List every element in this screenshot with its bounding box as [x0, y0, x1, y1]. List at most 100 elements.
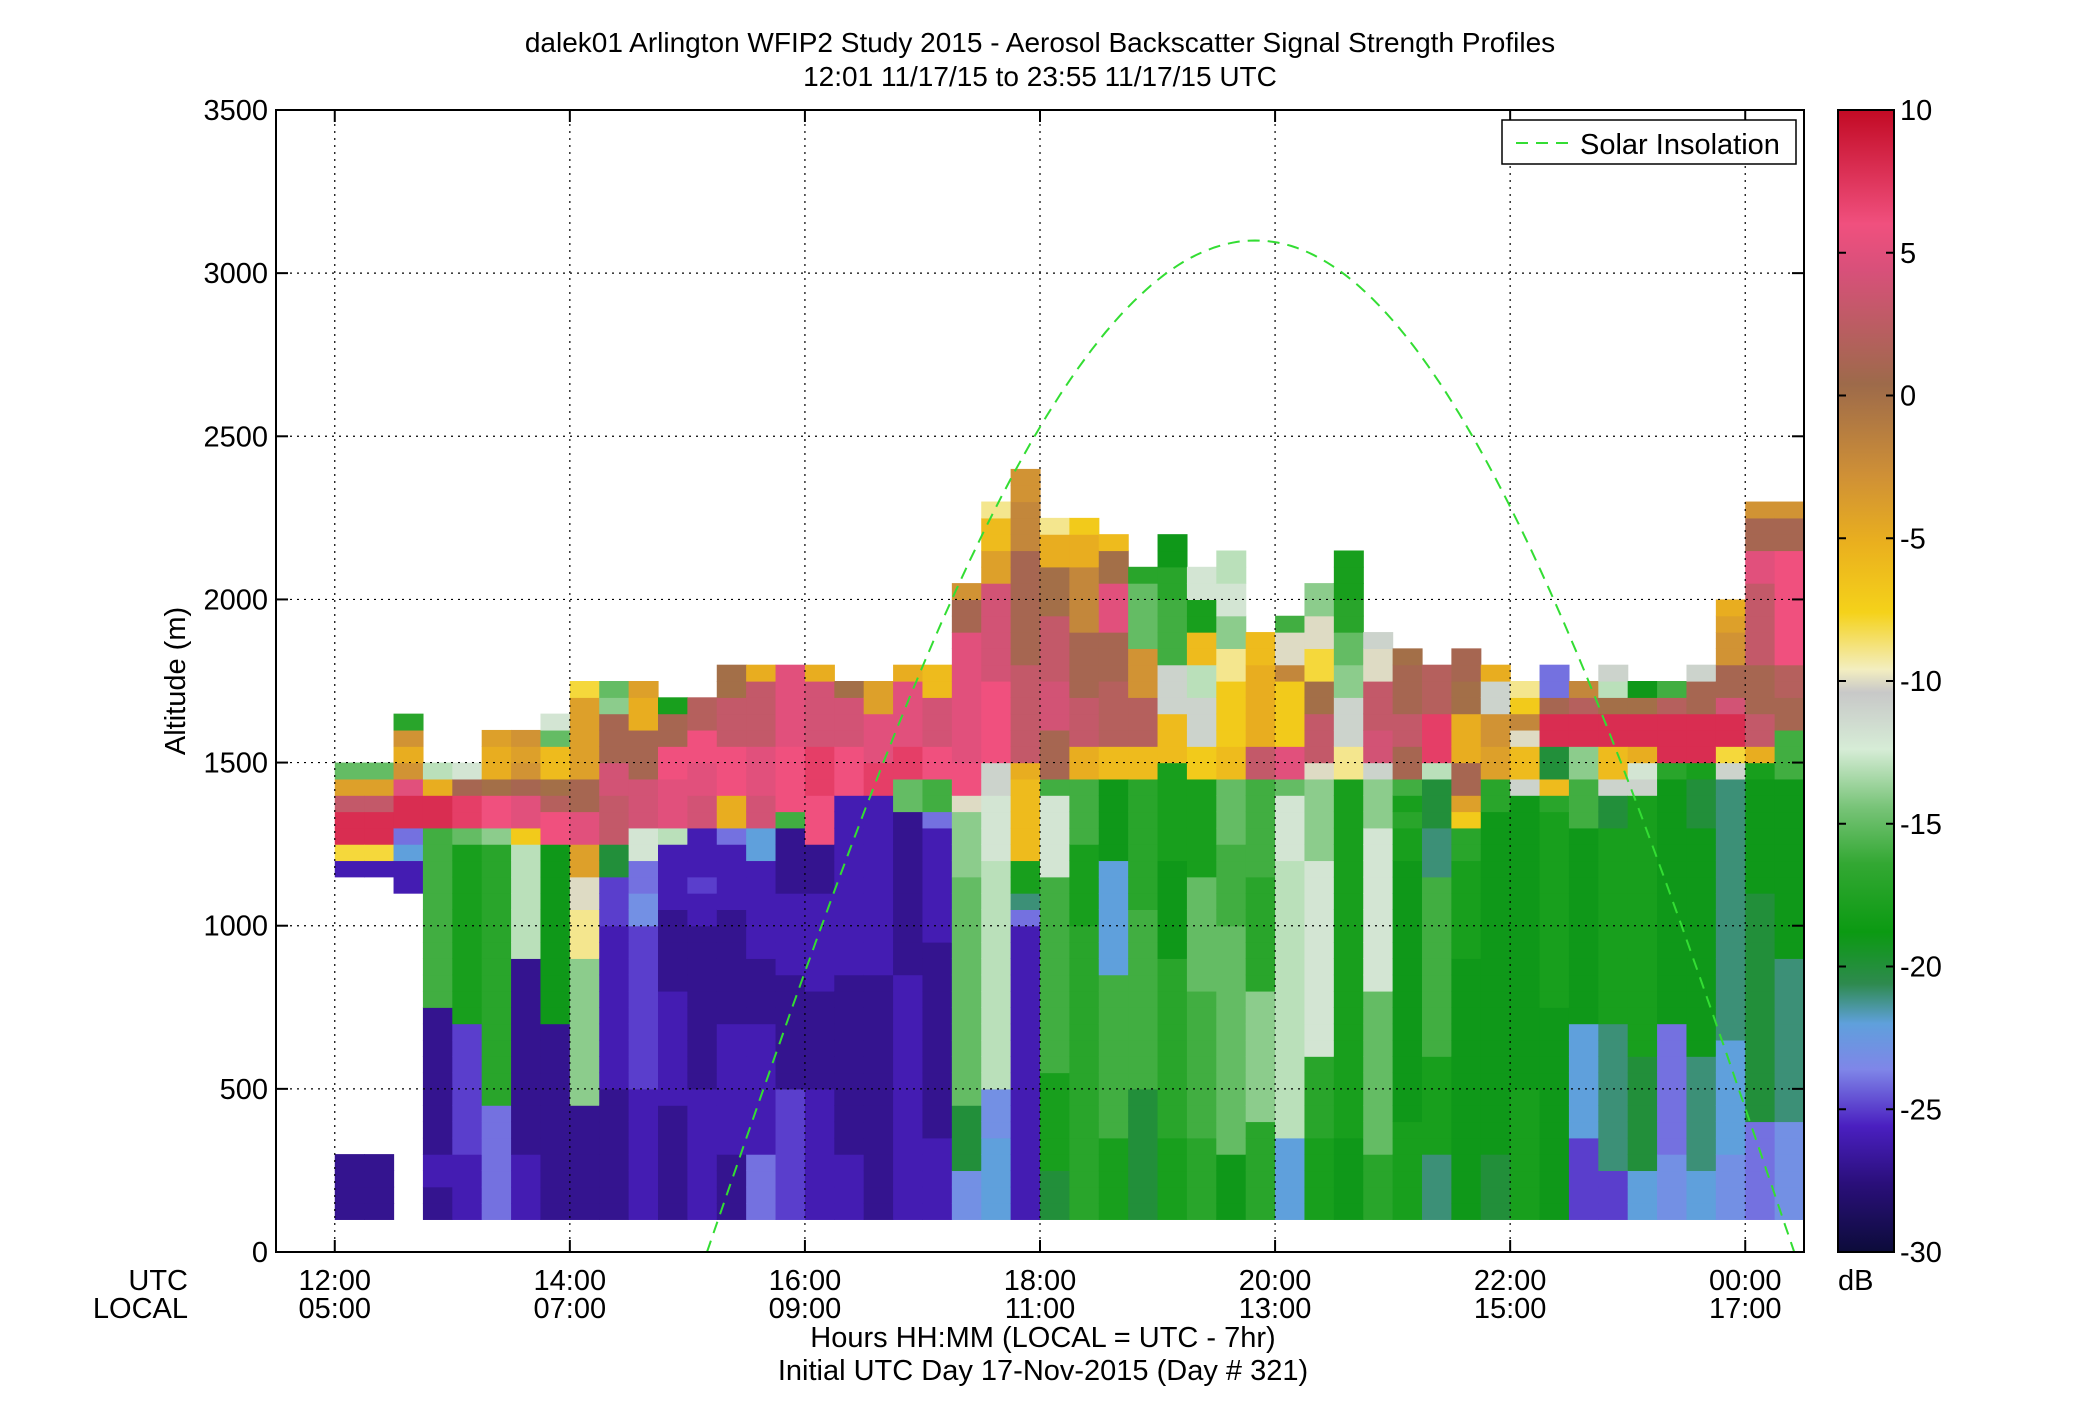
heatmap-cell — [951, 1137, 982, 1155]
heatmap-cell — [981, 697, 1012, 715]
heatmap-cell — [1216, 1023, 1247, 1041]
heatmap-cell — [893, 778, 924, 796]
heatmap-cell — [334, 1186, 365, 1204]
heatmap-cell — [716, 1007, 747, 1025]
heatmap-cell — [1333, 827, 1364, 845]
heatmap-cell — [922, 974, 953, 992]
heatmap-cell — [1745, 893, 1776, 910]
heatmap-cell — [1186, 827, 1217, 845]
heatmap-cell — [922, 844, 953, 862]
heatmap-cell — [1745, 909, 1776, 927]
heatmap-cell — [658, 1105, 688, 1123]
heatmap-cell — [1686, 1203, 1717, 1220]
heatmap-cell — [1216, 664, 1247, 682]
heatmap-cell — [1098, 860, 1129, 878]
heatmap-cell — [716, 925, 747, 943]
heatmap-cell — [1392, 1039, 1423, 1057]
heatmap-cell — [481, 762, 512, 780]
heatmap-cell — [364, 860, 395, 878]
heatmap-cell — [540, 1039, 571, 1057]
heatmap-cell — [422, 1121, 453, 1139]
heatmap-cell — [1510, 827, 1541, 845]
heatmap-cell — [804, 1203, 835, 1220]
heatmap-cell — [1598, 681, 1629, 698]
heatmap-cell — [1333, 1186, 1364, 1204]
heatmap-cell — [1333, 632, 1364, 649]
heatmap-cell — [1186, 566, 1217, 584]
heatmap-cell — [569, 1137, 600, 1155]
heatmap-cell — [1098, 1203, 1129, 1220]
heatmap-cell — [951, 648, 982, 666]
heatmap-cell — [481, 942, 512, 959]
heatmap-cell — [1451, 1088, 1482, 1106]
heatmap-cell — [1040, 827, 1070, 845]
heatmap-cell — [804, 893, 835, 910]
heatmap-cell — [1098, 1105, 1129, 1123]
heatmap-cell — [1186, 1023, 1217, 1041]
heatmap-cell — [1333, 844, 1364, 862]
heatmap-cell — [746, 1137, 777, 1155]
heatmap-cell — [1392, 909, 1423, 927]
heatmap-cell — [1804, 828, 1834, 845]
heatmap-cell — [863, 844, 894, 862]
heatmap-cell — [599, 827, 630, 845]
heatmap-cell — [1774, 1154, 1804, 1172]
heatmap-cell — [951, 762, 982, 780]
heatmap-cell — [1657, 1039, 1688, 1057]
heatmap-cell — [746, 811, 777, 829]
heatmap-cell — [1363, 1203, 1394, 1220]
heatmap-cell — [1392, 778, 1423, 796]
heatmap-cell — [1627, 778, 1658, 796]
heatmap-cell — [658, 893, 688, 910]
heatmap-cell — [1333, 746, 1364, 764]
heatmap-cell — [1186, 990, 1217, 1008]
heatmap-cell — [981, 1072, 1012, 1090]
heatmap-cell — [893, 1088, 924, 1106]
heatmap-cell — [1627, 860, 1658, 878]
heatmap-cell — [569, 713, 600, 731]
heatmap-cell — [1245, 648, 1276, 666]
heatmap-cell — [1304, 795, 1335, 813]
heatmap-cell — [951, 1121, 982, 1139]
heatmap-cell — [540, 795, 571, 813]
heatmap-cell — [1098, 1137, 1129, 1155]
heatmap-cell — [1069, 925, 1100, 943]
heatmap-cell — [893, 974, 924, 992]
heatmap-cell — [716, 1154, 747, 1172]
heatmap-cell — [1774, 713, 1804, 731]
heatmap-cell — [951, 974, 982, 992]
heatmap-cell — [1568, 893, 1599, 910]
heatmap-cell — [540, 860, 571, 878]
heatmap-cell — [951, 1154, 982, 1172]
heatmap-cell — [951, 1105, 982, 1123]
heatmap-cell — [1539, 795, 1570, 813]
heatmap-cell — [1216, 632, 1247, 649]
heatmap-cell — [893, 876, 924, 894]
heatmap-cell — [1216, 713, 1247, 731]
heatmap-cell — [481, 1072, 512, 1090]
heatmap-cell — [1715, 876, 1746, 894]
heatmap-cell — [1098, 958, 1129, 976]
heatmap-cell — [452, 811, 483, 829]
heatmap-cell — [981, 681, 1012, 698]
heatmap-cell — [1157, 827, 1188, 845]
heatmap-cell — [1216, 958, 1247, 976]
heatmap-cell — [393, 778, 424, 796]
heatmap-cell — [1745, 778, 1776, 796]
heatmap-cell — [1745, 1105, 1776, 1123]
heatmap-cell — [1275, 1105, 1306, 1123]
heatmap-cell — [1157, 713, 1188, 731]
heatmap-cell — [569, 681, 600, 698]
heatmap-cell — [1363, 893, 1394, 910]
heatmap-cell — [834, 795, 865, 813]
heatmap-cell — [1627, 1170, 1658, 1188]
heatmap-cell — [687, 942, 718, 959]
heatmap-cell — [1010, 942, 1041, 959]
heatmap-cell — [1627, 762, 1658, 780]
heatmap-cell — [1216, 778, 1247, 796]
heatmap-cell — [1040, 615, 1070, 633]
heatmap-cell — [1804, 730, 1834, 747]
heatmap-cell — [1598, 990, 1629, 1008]
heatmap-cell — [1010, 1121, 1041, 1139]
heatmap-cell — [775, 697, 806, 715]
